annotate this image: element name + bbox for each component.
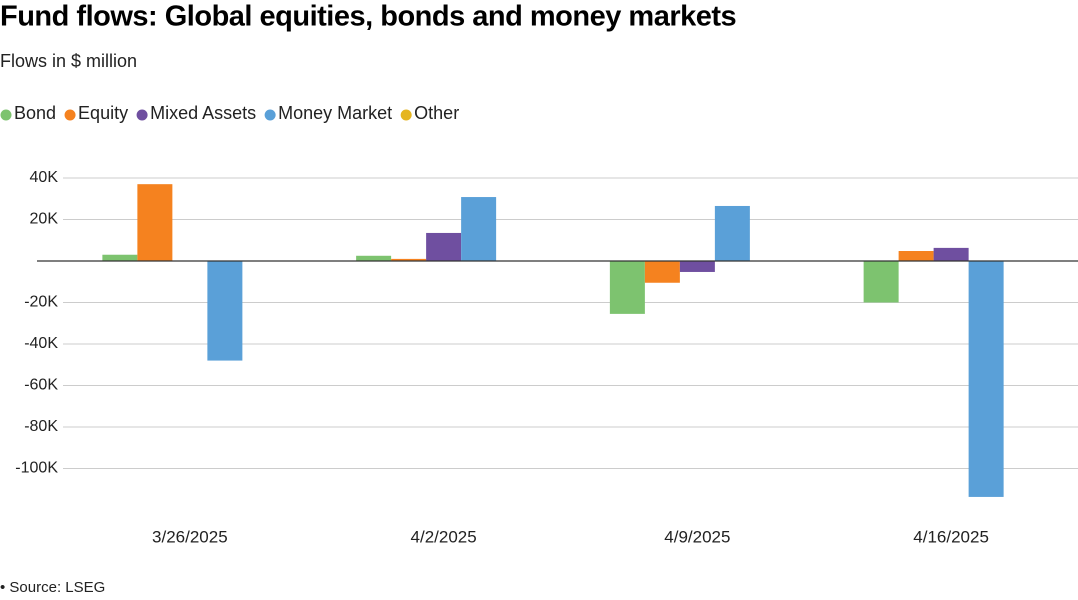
y-tick-label: 20K [30,211,59,228]
bar [679,260,715,272]
bar [391,258,427,261]
y-tick-label: -100K [15,460,58,477]
legend-marker [264,109,276,121]
bar [714,205,750,261]
y-tick-label: -20K [24,294,58,311]
legend-marker [136,109,148,121]
legend-label: Other [414,103,459,123]
legend-label: Equity [78,103,128,123]
bar [207,260,243,361]
bar [356,255,392,261]
bar [644,260,680,283]
bar [461,197,497,261]
bar [898,251,934,261]
legend-marker [0,109,12,121]
x-tick-label: 4/9/2025 [664,527,730,546]
bar [933,247,969,261]
x-tick-label: 3/26/2025 [152,527,228,546]
y-tick-label: -40K [24,335,58,352]
x-tick-label: 4/2/2025 [411,527,477,546]
legend-label: Mixed Assets [150,103,256,123]
bar [102,254,138,261]
bar [968,260,1004,497]
chart-subtitle: Flows in $ million [0,51,137,71]
bar [137,184,173,261]
source: • Source: LSEG [0,579,105,596]
legend-marker [64,109,76,121]
legend-marker [400,109,412,121]
x-tick-label: 4/16/2025 [913,527,989,546]
bar [426,232,462,261]
legend-label: Money Market [278,103,392,123]
chart-title: Fund flows: Global equities, bonds and m… [0,1,736,33]
bar [863,260,899,303]
legend-label: Bond [14,103,56,123]
y-tick-label: -60K [24,377,58,394]
bar [609,260,645,314]
y-tick-label: -80K [24,418,58,435]
y-tick-label: 40K [30,169,59,186]
